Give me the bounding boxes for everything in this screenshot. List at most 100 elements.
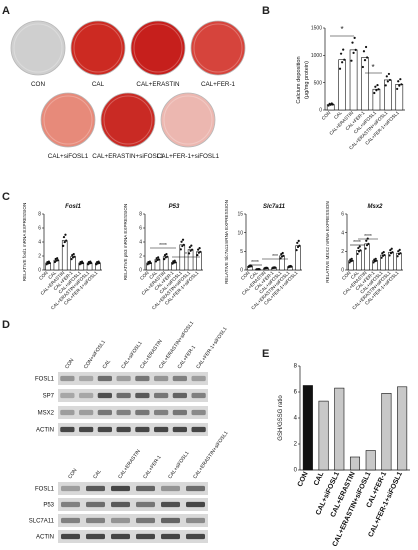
culture-well	[130, 20, 186, 76]
data-point	[250, 265, 253, 268]
data-point	[149, 261, 152, 265]
lane-label: CAL+FER-1+siFOSL1	[195, 326, 228, 370]
data-point	[365, 244, 369, 247]
data-point	[53, 260, 57, 264]
blot-band	[154, 375, 169, 382]
blot-band	[61, 533, 80, 540]
data-point	[353, 36, 356, 39]
lane-label: CAL+siFOSL1	[167, 450, 190, 480]
data-point	[398, 84, 401, 87]
blot-band	[79, 409, 94, 416]
lane-label: CAL+FER-1	[142, 454, 163, 480]
data-point	[382, 250, 385, 254]
lane-label: CAL+FER-1	[177, 344, 198, 370]
data-point	[196, 253, 199, 257]
data-point	[154, 260, 158, 263]
well-label: CAL+siFOSL1	[48, 153, 89, 160]
data-point	[258, 268, 261, 271]
blot-band	[60, 375, 75, 382]
data-point	[48, 261, 51, 265]
blot-band	[161, 485, 180, 492]
well-rim	[73, 23, 123, 73]
data-point	[350, 59, 353, 62]
bar	[349, 49, 358, 111]
data-point	[290, 265, 293, 268]
panel-d-blot-2: CON CAL CAL+ERASTIN CAL+FER-1 CAL+siFOSL1 CAL…	[29, 430, 230, 543]
blot-band	[161, 517, 180, 524]
data-point	[384, 84, 387, 87]
data-point	[198, 247, 201, 250]
category-label: CON	[38, 270, 49, 281]
blot-band	[60, 392, 75, 399]
sig-mark: ****	[251, 260, 259, 266]
data-point	[64, 233, 67, 236]
culture-well	[100, 92, 156, 148]
bar	[334, 387, 345, 471]
data-point	[399, 252, 402, 255]
data-point	[390, 247, 393, 250]
blot-strip	[58, 406, 208, 419]
data-point	[72, 252, 75, 256]
blot-band	[172, 392, 187, 399]
blot-band	[154, 409, 169, 416]
blot-band	[191, 409, 206, 416]
data-point	[397, 250, 400, 253]
blot-band	[79, 375, 94, 382]
y-tick-label: 0	[240, 268, 243, 274]
data-point	[338, 67, 342, 70]
chart-title: Fosl1	[65, 204, 81, 210]
data-point	[63, 240, 66, 244]
panel-b-ylabel-line2: (μg/mg protein)	[304, 61, 310, 99]
category-label: CON	[139, 270, 150, 281]
blot-strip	[58, 514, 208, 527]
data-point	[361, 65, 364, 69]
culture-well	[190, 20, 246, 76]
data-point	[389, 249, 392, 252]
data-point	[374, 257, 377, 260]
y-tick-label: 2	[139, 254, 142, 260]
panel-a-letter: A	[2, 5, 10, 17]
protein-label: ACTIN	[36, 535, 54, 541]
data-point	[396, 87, 399, 91]
blot-band	[191, 426, 206, 433]
blot-band	[97, 426, 112, 433]
category-label: CAL	[47, 270, 57, 280]
data-point	[190, 244, 193, 247]
blot-band	[97, 375, 112, 382]
data-point	[348, 261, 351, 264]
data-point	[190, 248, 194, 251]
data-point	[358, 245, 361, 248]
y-tick-label: 0	[341, 268, 344, 274]
bar	[338, 59, 346, 111]
data-point	[296, 241, 299, 244]
sig-mark: ***	[272, 254, 278, 260]
data-point	[295, 249, 298, 252]
data-point	[367, 242, 370, 245]
data-point	[351, 41, 354, 44]
data-point	[398, 248, 401, 251]
data-point	[274, 266, 277, 269]
category-label: CON	[341, 270, 352, 281]
y-axis-label: RELATIVE fosl1 mRNA EXPRESSION	[22, 203, 27, 282]
well-label: CON	[31, 81, 45, 88]
y-tick-label: 0	[139, 268, 142, 274]
blot-band	[86, 517, 105, 524]
data-point	[281, 251, 284, 255]
blot-band	[154, 426, 169, 433]
blot-strip	[58, 423, 208, 436]
data-point	[376, 83, 379, 87]
sig-mark: ****	[353, 240, 361, 246]
data-point	[387, 72, 391, 76]
data-point	[374, 85, 377, 88]
culture-well	[160, 92, 216, 148]
blot-band	[111, 533, 130, 540]
well-rim	[103, 95, 153, 145]
well-label: CAL+ERASTIN+siFOSL1	[92, 153, 164, 160]
blot-strip	[58, 389, 208, 402]
y-tick-label: 4	[38, 240, 41, 246]
data-point	[81, 261, 84, 265]
bar	[349, 456, 361, 471]
data-point	[266, 267, 269, 270]
data-point	[73, 255, 76, 258]
